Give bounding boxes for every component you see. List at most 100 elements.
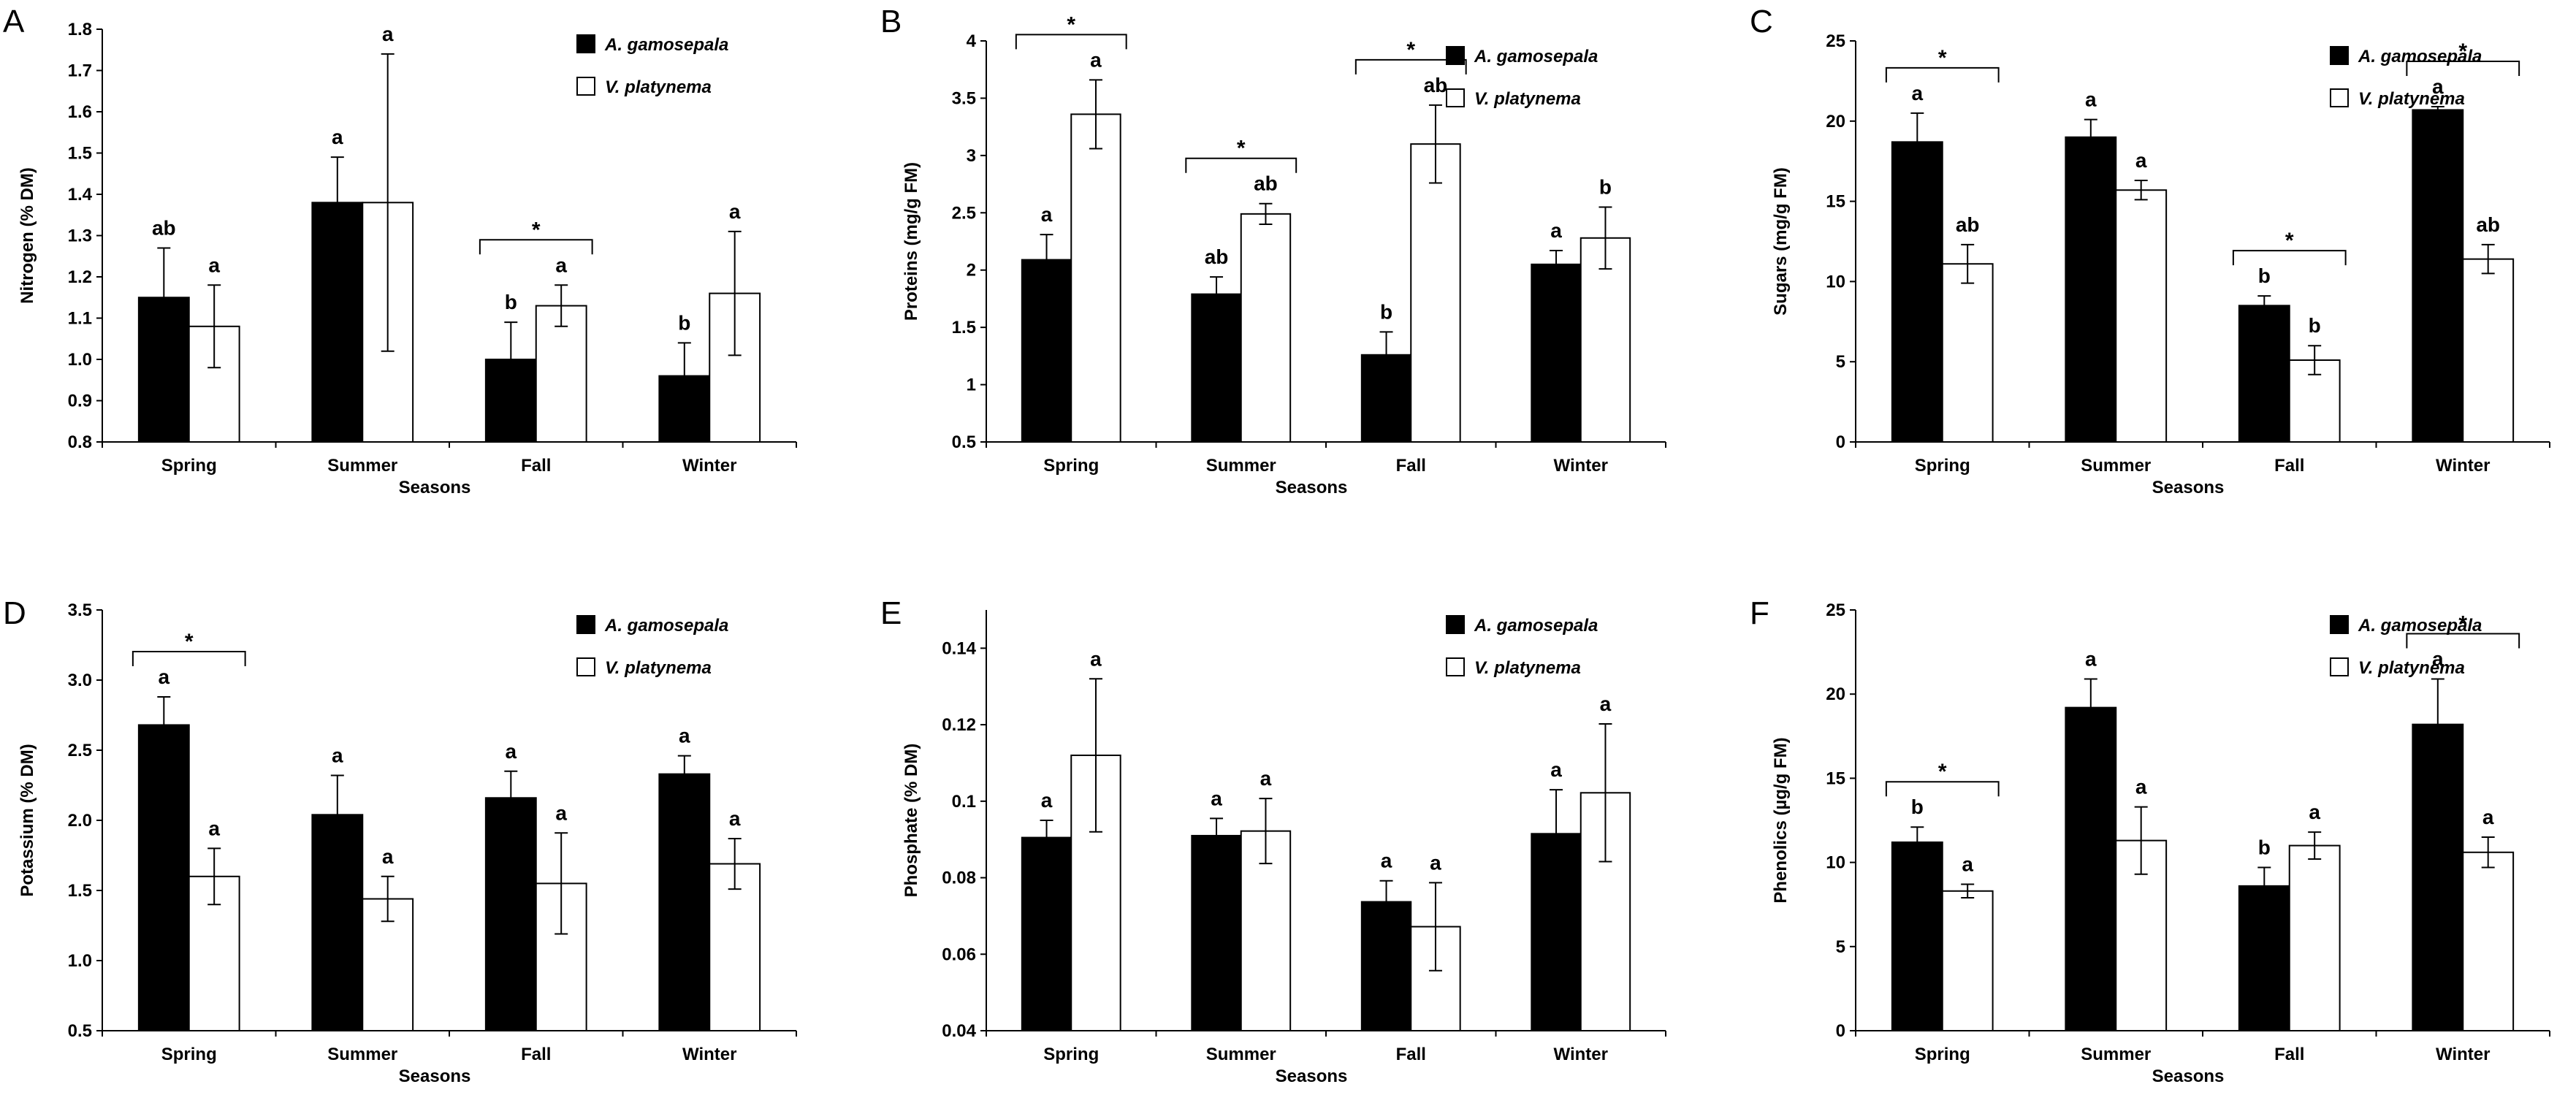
x-tick-label: Summer: [327, 456, 397, 476]
bar-v-platynema-summer: [1240, 830, 1292, 1032]
legend-label-a-gamosepala: A. gamosepala: [2358, 47, 2482, 66]
significance-letter: a: [555, 801, 567, 824]
significance-bracket: [2232, 250, 2347, 266]
y-tick-label: 0.5: [952, 432, 976, 452]
legend-label-a-gamosepala: A. gamosepala: [604, 35, 728, 55]
bar-a-gamosepala-summer: [1191, 293, 1242, 443]
y-tick-label: 0.08: [942, 869, 976, 888]
y-tick-label: 0.9: [68, 392, 92, 411]
y-tick-label: 1.5: [68, 881, 92, 901]
significance-bracket: [1354, 58, 1467, 75]
significance-letter: a: [1090, 647, 1102, 670]
legend-swatch-a-gamosepala: [1446, 615, 1465, 634]
significance-letter: a: [382, 23, 394, 45]
x-tick-label: Summer: [1206, 1045, 1276, 1064]
panel-letter: E: [880, 595, 902, 631]
significance-letter: a: [555, 253, 567, 276]
significance-letter: a: [382, 845, 394, 868]
significance-letter: ab: [2476, 213, 2500, 236]
y-tick-label: 1.3: [68, 226, 92, 246]
x-tick-label: Fall: [521, 456, 551, 476]
y-axis-label: Potassium (% DM): [18, 744, 37, 896]
bar-v-platynema-spring: [1941, 890, 1994, 1031]
bar-a-gamosepala-fall: [1360, 901, 1412, 1031]
y-tick-label: 1.5: [68, 144, 92, 164]
legend-label-a-gamosepala: A. gamosepala: [1474, 47, 1598, 66]
x-tick-label: Fall: [2274, 456, 2304, 476]
x-tick-label: Fall: [2274, 1045, 2304, 1064]
x-tick-label: Winter: [682, 456, 736, 476]
significance-bracket: [132, 651, 246, 667]
legend-label-v-platynema: V. platynema: [605, 77, 712, 97]
y-axis-label: Phosphate (% DM): [902, 744, 921, 898]
legend-swatch-v-platynema: [576, 657, 595, 676]
legend-label-a-gamosepala: A. gamosepala: [1474, 616, 1598, 636]
significance-letter: a: [729, 807, 741, 830]
panel-letter: B: [880, 4, 902, 39]
significance-letter: a: [1381, 850, 1392, 872]
bar-a-gamosepala-fall: [2238, 305, 2290, 443]
legend-swatch-a-gamosepala: [2330, 615, 2349, 634]
y-tick-label: 1.0: [68, 350, 92, 370]
y-tick-label: 0.8: [68, 432, 92, 452]
significance-bracket: [2406, 633, 2520, 649]
bar-a-gamosepala-winter: [2412, 109, 2464, 443]
y-tick-label: 0.1: [952, 792, 976, 812]
legend-swatch-a-gamosepala: [2330, 46, 2349, 65]
y-tick-label: 15: [1826, 192, 1845, 212]
significance-letter: ab: [1424, 74, 1448, 96]
x-tick-label: Spring: [1043, 456, 1099, 476]
significance-letter: ab: [1205, 245, 1229, 268]
significance-letter: a: [1090, 48, 1102, 71]
significance-letter: a: [1041, 789, 1053, 812]
y-tick-label: 25: [1826, 600, 1845, 620]
legend-swatch-a-gamosepala: [1446, 46, 1465, 65]
significance-bracket: [2406, 61, 2520, 77]
x-axis-title: Seasons: [2152, 478, 2225, 497]
y-tick-label: 0.12: [942, 715, 976, 735]
significance-letter: a: [2309, 801, 2320, 823]
legend-label-v-platynema: V. platynema: [1474, 89, 1581, 109]
significance-letter: a: [1260, 767, 1272, 790]
significance-letter: ab: [1956, 213, 1980, 236]
significance-star: *: [185, 630, 194, 654]
x-tick-label: Winter: [682, 1045, 736, 1064]
significance-letter: b: [1911, 796, 1924, 818]
y-tick-label: 10: [1826, 853, 1845, 873]
significance-letter: b: [2258, 264, 2271, 287]
bar-a-gamosepala-spring: [1891, 841, 1943, 1032]
legend-label-v-platynema: V. platynema: [2358, 658, 2465, 678]
y-tick-label: 3.5: [952, 88, 976, 108]
x-tick-label: Spring: [1043, 1045, 1099, 1064]
x-tick-label: Winter: [2436, 456, 2490, 476]
x-tick-label: Fall: [1396, 1045, 1426, 1064]
significance-letter: a: [2085, 647, 2097, 670]
significance-letter: b: [2258, 836, 2271, 859]
x-tick-label: Summer: [2081, 1045, 2151, 1064]
significance-star: *: [1938, 46, 1947, 70]
x-axis-title: Seasons: [2152, 1067, 2225, 1086]
y-tick-label: 2.5: [952, 203, 976, 223]
legend-swatch-v-platynema: [1446, 657, 1465, 676]
legend-label-v-platynema: V. platynema: [605, 658, 712, 678]
y-tick-label: 1.1: [68, 309, 92, 329]
bar-a-gamosepala-winter: [658, 773, 711, 1031]
x-axis-title: Seasons: [1276, 478, 1348, 497]
y-tick-label: 3: [967, 146, 976, 166]
significance-letter: a: [208, 253, 220, 276]
bar-a-gamosepala-summer: [1191, 834, 1242, 1031]
bar-a-gamosepala-winter: [1531, 263, 1582, 443]
bar-a-gamosepala-spring: [137, 724, 190, 1031]
significance-letter: ab: [1254, 172, 1278, 195]
bar-a-gamosepala-spring: [1021, 259, 1072, 443]
significance-star: *: [1237, 137, 1246, 161]
x-tick-label: Winter: [1554, 456, 1608, 476]
significance-bracket: [479, 239, 593, 255]
significance-star: *: [2458, 39, 2467, 64]
x-tick-label: Spring: [161, 456, 217, 476]
bar-v-platynema-winter: [2462, 258, 2515, 443]
y-tick-label: 0.06: [942, 945, 976, 964]
significance-letter: b: [505, 291, 517, 313]
bar-a-gamosepala-summer: [2065, 706, 2117, 1032]
significance-letter: a: [1550, 219, 1562, 242]
